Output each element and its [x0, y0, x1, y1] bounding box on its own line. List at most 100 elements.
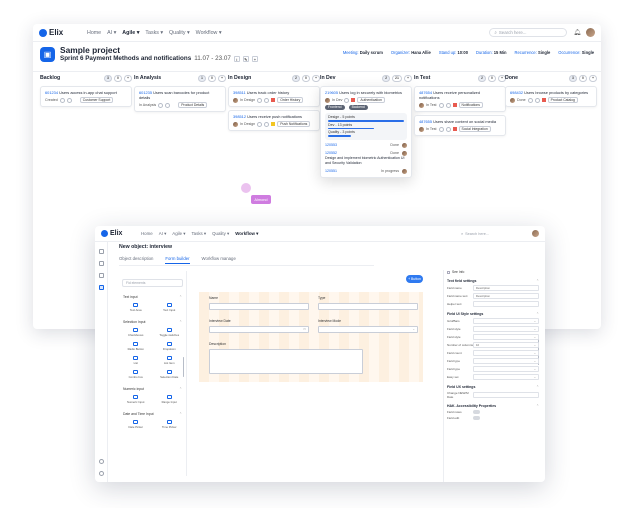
- assignee-avatar[interactable]: [325, 97, 330, 103]
- card-tag[interactable]: Push Notifications: [277, 121, 311, 127]
- search-input[interactable]: ⌕ Search here...: [489, 28, 568, 37]
- toggle-switch[interactable]: [473, 416, 480, 420]
- tab-2[interactable]: Workflow manage: [201, 256, 236, 261]
- palette-section[interactable]: Selection Input ⌃: [123, 320, 186, 324]
- card-tag[interactable]: Authentication: [357, 97, 385, 103]
- column-add-button[interactable]: +: [311, 74, 320, 82]
- field-input[interactable]: ▭: [209, 326, 309, 333]
- home-icon[interactable]: [98, 249, 104, 254]
- task-card[interactable]: 398511 Users track order history In Desig…: [228, 86, 320, 107]
- task-card[interactable]: 487654 Users receive personalized notifi…: [414, 86, 506, 112]
- app-logo[interactable]: Elix: [39, 28, 87, 37]
- see-all-toggle[interactable]: See Info: [447, 270, 539, 274]
- expanded-task-card[interactable]: 219605 Users log in securely with biomet…: [320, 86, 412, 178]
- palette-section[interactable]: Text input ⌃: [123, 295, 186, 299]
- assignee-avatar[interactable]: [233, 121, 238, 127]
- help-icon[interactable]: [99, 471, 104, 476]
- palette-search-input[interactable]: Fid elements: [122, 279, 183, 287]
- property-input[interactable]: ⌄: [473, 326, 539, 332]
- property-input[interactable]: ⌄: [473, 358, 539, 364]
- document-icon[interactable]: [98, 273, 104, 278]
- property-input[interactable]: ⌄: [473, 350, 539, 356]
- nav-item[interactable]: Agile ▾: [122, 29, 140, 36]
- property-input[interactable]: [473, 301, 539, 307]
- assignee-avatar[interactable]: [233, 97, 238, 103]
- nav-item[interactable]: Tasks ▾: [145, 29, 164, 36]
- nav-item[interactable]: Tasks ▾: [191, 230, 207, 236]
- palette-item[interactable]: Radio Button: [119, 342, 153, 351]
- palette-item[interactable]: Text Input: [153, 303, 187, 312]
- user-avatar[interactable]: [586, 28, 595, 37]
- palette-item[interactable]: Date Picker: [119, 420, 153, 429]
- field-input[interactable]: [209, 303, 309, 310]
- palette-item[interactable]: Dropdown: [153, 342, 187, 351]
- task-card[interactable]: 398512 Users receive push notifications I…: [228, 110, 320, 131]
- palette-item[interactable]: Selection Date: [153, 370, 187, 379]
- property-input[interactable]: [473, 392, 539, 398]
- tab-1[interactable]: Form builder: [165, 256, 190, 264]
- task-card[interactable]: 487655 Users share content on social med…: [414, 115, 506, 136]
- property-input[interactable]: ⌄: [473, 366, 539, 372]
- card-tag[interactable]: Product Catalog: [547, 97, 578, 103]
- palette-item[interactable]: Range Input: [153, 395, 187, 404]
- card-tag[interactable]: Notifications: [458, 102, 483, 108]
- nav-item[interactable]: Quality ▾: [169, 29, 190, 36]
- properties-section[interactable]: Field UI Style settings ⌃: [447, 312, 539, 316]
- nav-item[interactable]: AI ▾: [158, 230, 167, 236]
- nav-item[interactable]: Quality ▾: [212, 230, 230, 236]
- sprint-add-icon[interactable]: +: [251, 56, 258, 62]
- properties-section[interactable]: Field UX settings ⌃: [447, 385, 539, 389]
- settings-icon[interactable]: [99, 459, 104, 464]
- assignee-avatar[interactable]: [510, 97, 515, 103]
- subtask[interactable]: 120553 Done: [325, 142, 407, 148]
- property-input[interactable]: 10 ⌄: [473, 342, 539, 348]
- nav-item[interactable]: Home: [87, 29, 102, 36]
- assignee-avatar[interactable]: [419, 102, 424, 108]
- property-input[interactable]: ⌄: [473, 374, 539, 380]
- palette-item[interactable]: Time Picker: [153, 420, 187, 429]
- column-add-button[interactable]: +: [403, 74, 412, 82]
- property-input[interactable]: Description: [473, 293, 539, 299]
- palette-item[interactable]: Combo box: [119, 370, 153, 379]
- palette-item[interactable]: Toggle switches: [153, 328, 187, 337]
- task-card[interactable]: 698432 Users browse products by categori…: [505, 86, 597, 107]
- app-logo[interactable]: Elix: [101, 230, 141, 237]
- field-input[interactable]: [318, 303, 418, 310]
- palette-scrollbar[interactable]: [182, 357, 184, 377]
- nav-item[interactable]: Home: [141, 230, 153, 236]
- palette-section[interactable]: Numeric input ⌃: [123, 387, 186, 391]
- column-add-button[interactable]: +: [588, 74, 597, 82]
- properties-section[interactable]: Text field settings ⌃: [447, 279, 539, 283]
- task-card[interactable]: 601235 Users scan barcodes for product d…: [134, 86, 226, 112]
- property-input[interactable]: ⌄: [473, 318, 539, 324]
- task-card[interactable]: 601234 Users access in-app chat support C…: [40, 86, 132, 107]
- bell-icon[interactable]: 🔔︎: [573, 30, 581, 36]
- folder-icon[interactable]: [98, 261, 104, 266]
- assignee-avatar[interactable]: [419, 126, 424, 132]
- card-tag[interactable]: Customer Support: [79, 97, 114, 103]
- form-icon[interactable]: [98, 285, 104, 290]
- search-input[interactable]: ⌕ Search here...: [461, 231, 489, 236]
- properties-section[interactable]: HAK. Accessibility Properties ⌃: [447, 404, 539, 408]
- nav-item[interactable]: AI ▾: [107, 29, 117, 36]
- subtask[interactable]: 120551 In progress: [325, 168, 407, 174]
- nav-item[interactable]: Workflow ▾: [195, 29, 222, 36]
- card-tag[interactable]: Order History: [277, 97, 304, 103]
- sprint-info-icon[interactable]: i: [233, 56, 240, 62]
- column-add-button[interactable]: +: [497, 74, 506, 82]
- column-add-button[interactable]: +: [123, 74, 132, 82]
- label-chip[interactable]: Frontend: [325, 105, 345, 110]
- property-input[interactable]: Description: [473, 285, 539, 291]
- sprint-edit-icon[interactable]: ✎: [242, 56, 249, 62]
- user-avatar[interactable]: [532, 230, 539, 237]
- tab-0[interactable]: Object description: [119, 256, 154, 261]
- property-input[interactable]: ⌄: [473, 334, 539, 340]
- palette-item[interactable]: Checkboxes: [119, 328, 153, 337]
- card-tag[interactable]: Social Integration: [458, 126, 491, 132]
- palette-item[interactable]: Numeric Input: [119, 395, 153, 404]
- toggle-switch[interactable]: [473, 410, 480, 414]
- subtask[interactable]: 120552 Done Design and implement biometric…: [325, 150, 407, 166]
- label-chip[interactable]: Backend: [348, 105, 368, 110]
- nav-item[interactable]: Agile ▾: [172, 230, 186, 236]
- field-input[interactable]: ⌄: [318, 326, 418, 333]
